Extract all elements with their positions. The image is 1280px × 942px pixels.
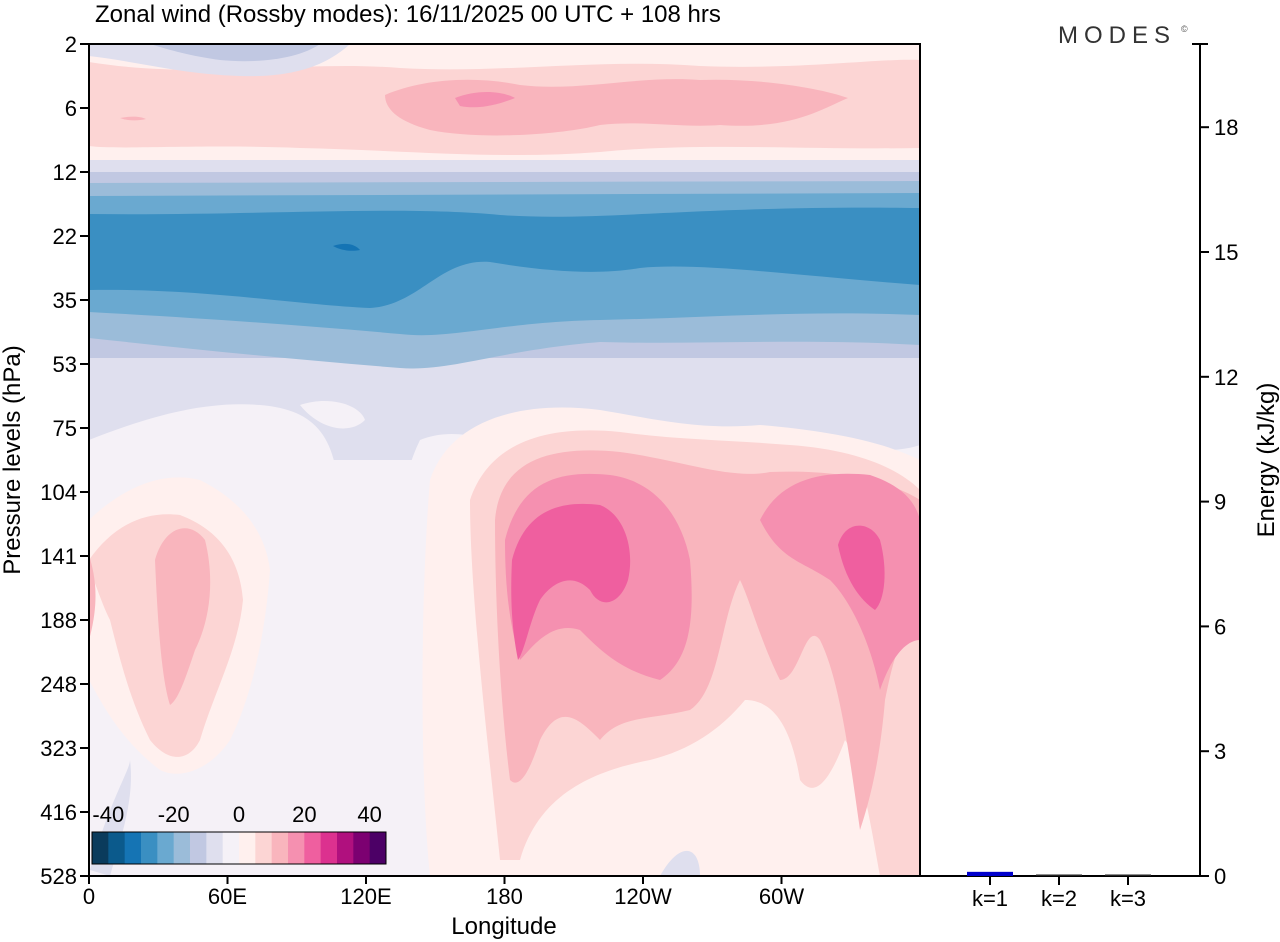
energy-tick-label: 3: [1214, 739, 1226, 764]
colorbar-cell: [92, 832, 109, 864]
colorbar-cell: [304, 832, 322, 864]
energy-panel: 0 3 6 9 12 15 18 k=1 k=2 k=3: [920, 43, 1238, 911]
contour-field: [89, 44, 920, 876]
x-tick-label: 120E: [340, 884, 391, 909]
y-tick-label: 248: [40, 672, 77, 697]
y-axis-label: Pressure levels (hPa): [0, 345, 26, 574]
colorbar-cell: [108, 832, 126, 864]
y-tick-label: 141: [40, 544, 77, 569]
colorbar-cell: [320, 832, 338, 864]
colorbar: -40 -20 0 20 40: [91, 802, 387, 865]
colorbar-cell: [353, 832, 371, 864]
y-tick-label: 12: [53, 160, 77, 185]
y-tick-label: 35: [53, 288, 77, 313]
colorbar-tick-label: -40: [92, 802, 124, 827]
energy-tick-label: 12: [1214, 365, 1238, 390]
y-tick-label: 53: [53, 352, 77, 377]
x-tick-label: 180: [486, 884, 523, 909]
y-tick-label: 416: [40, 800, 77, 825]
main-axes: 0 60E 120E 180 120W 60W 2 6 12 22 35 53 75 104 141 188 2…: [40, 32, 921, 909]
x-tick-label: 60W: [759, 884, 804, 909]
y-tick-label: 22: [53, 224, 77, 249]
energy-bar: [1105, 874, 1151, 876]
energy-bar-label: k=1: [972, 886, 1008, 911]
x-tick-label: 120W: [614, 884, 672, 909]
colorbar-tick-label: 0: [233, 802, 245, 827]
modes-logo-mark: ©: [1181, 24, 1188, 34]
colorbar-tick-label: -20: [158, 802, 190, 827]
x-tick-label: 60E: [208, 884, 247, 909]
energy-tick-label: 15: [1214, 240, 1238, 265]
colorbar-cell: [222, 832, 240, 864]
y-tick-label: 2: [65, 32, 77, 57]
y-tick-label: 6: [65, 96, 77, 121]
colorbar-cell: [337, 832, 354, 864]
colorbar-frame: [91, 831, 387, 865]
colorbar-cell: [271, 832, 289, 864]
colorbar-cell: [141, 832, 158, 864]
y-tick-label: 188: [40, 608, 77, 633]
colorbar-tick-label: 20: [292, 802, 316, 827]
y-tick-label: 104: [40, 480, 77, 505]
colorbar-cell: [157, 832, 175, 864]
x-tick-label: 0: [83, 884, 95, 909]
colorbar-cell: [255, 832, 273, 864]
chart-title: Zonal wind (Rossby modes): 16/11/2025 00…: [95, 1, 721, 28]
colorbar-cell: [190, 832, 207, 864]
energy-axis-label: Energy (kJ/kg): [1253, 383, 1280, 538]
energy-bar: [967, 871, 1013, 876]
energy-bar-label: k=2: [1041, 886, 1077, 911]
energy-tick-label: 18: [1214, 115, 1238, 140]
energy-tick-label: 9: [1214, 490, 1226, 515]
colorbar-cell: [206, 832, 224, 864]
colorbar-cell: [288, 832, 305, 864]
energy-bar-label: k=3: [1110, 886, 1146, 911]
y-tick-label: 528: [40, 864, 77, 889]
colorbar-tick-label: 40: [357, 802, 381, 827]
energy-bar: [1036, 874, 1082, 876]
energy-tick-label: 0: [1214, 864, 1226, 889]
colorbar-cell: [369, 832, 387, 864]
colorbar-cell: [239, 832, 256, 864]
energy-tick-label: 6: [1214, 614, 1226, 639]
y-tick-label: 75: [53, 416, 77, 441]
modes-logo: MODES: [1058, 22, 1176, 49]
y-tick-label: 323: [40, 736, 77, 761]
x-axis-label: Longitude: [451, 913, 556, 940]
colorbar-cell: [173, 832, 191, 864]
colorbar-cell: [124, 832, 142, 864]
